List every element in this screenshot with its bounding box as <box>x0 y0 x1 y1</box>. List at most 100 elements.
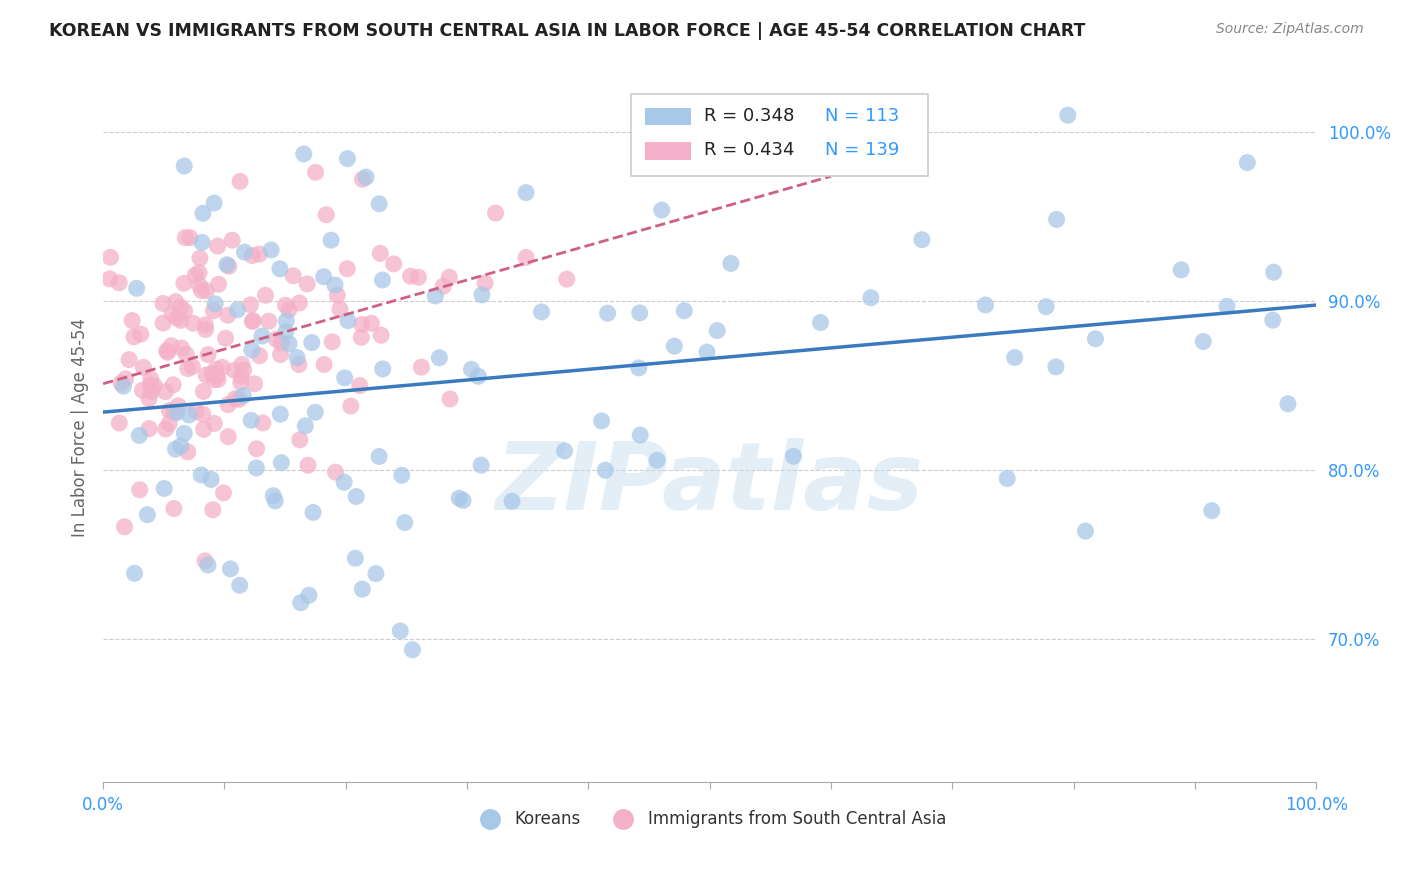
Point <box>264 332 287 346</box>
Point <box>129 327 152 342</box>
Point <box>627 360 650 375</box>
Point <box>333 371 356 385</box>
Point <box>138 422 160 436</box>
Point <box>190 467 212 482</box>
Point <box>211 360 233 375</box>
Point <box>143 378 166 392</box>
Point <box>329 302 352 317</box>
Point <box>124 566 146 581</box>
Point <box>100 251 122 265</box>
Point <box>239 298 262 312</box>
Point <box>515 251 537 265</box>
Point <box>344 551 367 566</box>
Point <box>336 261 359 276</box>
Point <box>1056 108 1078 122</box>
Point <box>212 486 235 500</box>
Point <box>153 482 176 496</box>
Point <box>165 442 187 456</box>
Point <box>391 468 413 483</box>
Point <box>297 458 319 473</box>
Point <box>214 331 236 345</box>
Point <box>167 399 190 413</box>
Point <box>139 372 162 386</box>
Point <box>288 358 311 372</box>
Point <box>371 273 394 287</box>
Point <box>188 278 211 293</box>
Point <box>110 376 132 391</box>
Point <box>179 231 201 245</box>
Point <box>974 298 997 312</box>
Point <box>1045 212 1067 227</box>
Point <box>201 503 224 517</box>
Point <box>274 298 297 312</box>
Point <box>368 450 391 464</box>
Point <box>228 392 250 407</box>
Point <box>314 358 336 372</box>
Point <box>207 372 229 386</box>
Point <box>240 314 263 328</box>
Point <box>673 303 696 318</box>
Point <box>336 314 359 328</box>
Point <box>184 404 207 418</box>
Point <box>221 233 243 247</box>
Point <box>205 369 228 384</box>
Point <box>449 491 471 506</box>
Point <box>194 318 217 332</box>
Point <box>217 429 239 443</box>
Point <box>201 367 224 381</box>
Point <box>995 471 1018 485</box>
Point <box>340 399 363 413</box>
Point <box>114 520 136 534</box>
Point <box>1236 155 1258 169</box>
Point <box>555 272 578 286</box>
Point <box>114 372 136 386</box>
Point <box>350 318 373 332</box>
Point <box>132 360 155 375</box>
Point <box>298 588 321 602</box>
Point <box>302 505 325 519</box>
Point <box>304 405 326 419</box>
Point <box>217 308 239 322</box>
Point <box>191 407 214 421</box>
Point <box>108 416 131 430</box>
Point <box>651 202 673 217</box>
Point <box>257 314 280 328</box>
Point <box>217 398 239 412</box>
Point <box>295 277 318 291</box>
Point <box>247 247 270 261</box>
Point <box>197 348 219 362</box>
Point <box>112 379 135 393</box>
Point <box>224 363 246 377</box>
Point <box>194 554 217 568</box>
Point <box>141 384 163 399</box>
Point <box>285 351 308 365</box>
Point <box>157 403 180 417</box>
Point <box>664 339 686 353</box>
Point <box>202 303 225 318</box>
Point <box>264 494 287 508</box>
Point <box>1074 524 1097 538</box>
Point <box>240 343 263 357</box>
Point <box>215 258 238 272</box>
Point <box>389 624 412 638</box>
Point <box>245 461 267 475</box>
Point <box>269 407 291 421</box>
Point <box>200 473 222 487</box>
Point <box>1263 265 1285 279</box>
Point <box>177 445 200 459</box>
Point <box>720 256 742 270</box>
Point <box>174 230 197 244</box>
Point <box>1277 397 1299 411</box>
Point <box>368 246 391 260</box>
Point <box>554 444 576 458</box>
Point <box>283 268 305 283</box>
Point <box>218 259 240 273</box>
Point <box>325 465 347 479</box>
Point <box>184 268 207 283</box>
Point <box>157 417 180 431</box>
Point <box>1261 313 1284 327</box>
Point <box>451 493 474 508</box>
Point <box>166 311 188 326</box>
Point <box>205 362 228 376</box>
Point <box>1170 263 1192 277</box>
